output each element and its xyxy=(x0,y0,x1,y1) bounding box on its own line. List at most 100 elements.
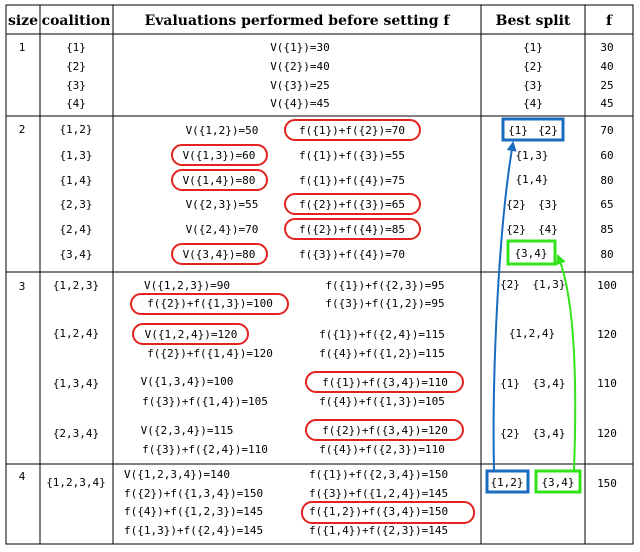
f-value: 25 xyxy=(600,79,613,92)
evaluation-text: f({4})+f({1,2})=115 xyxy=(319,347,445,360)
f-value: 80 xyxy=(600,174,613,187)
best-split-text: {4} xyxy=(523,97,543,110)
f-value: 100 xyxy=(597,279,617,292)
evaluation-text: V({2,3,4})=115 xyxy=(141,424,234,437)
f-value: 30 xyxy=(600,41,613,54)
evaluation-text: f({3})+f({4})=70 xyxy=(299,248,405,261)
f-value: 150 xyxy=(597,477,617,490)
best-split-text: {1,3} xyxy=(532,278,565,291)
chosen-evaluation-highlight xyxy=(284,119,421,141)
evaluation-text: V({3,4})=80 xyxy=(183,248,256,261)
best-split-text: {3,4} xyxy=(532,377,565,390)
evaluation-text: V({1,2,3})=90 xyxy=(144,279,230,292)
table-border xyxy=(5,4,634,545)
evaluation-text: f({2})+f({4})=85 xyxy=(299,223,405,236)
evaluation-text: V({1,4})=80 xyxy=(183,174,256,187)
evaluation-text: V({2})=40 xyxy=(270,60,330,73)
best-split-text: {2} xyxy=(500,278,520,291)
chosen-evaluation-highlight xyxy=(171,169,268,191)
evaluation-text: f({4})+f({1,2,3})=145 xyxy=(124,505,263,518)
best-split-text: {3,4} xyxy=(532,427,565,440)
size-label: 3 xyxy=(19,280,26,293)
evaluation-text: f({2})+f({1,4})=120 xyxy=(147,347,273,360)
coalition-cell: {3} xyxy=(66,79,86,92)
f-value: 70 xyxy=(600,124,613,137)
best-split-text: {2} xyxy=(500,427,520,440)
best-split-text: {1} xyxy=(508,124,528,137)
coalition-cell: {3,4} xyxy=(59,248,92,261)
chosen-evaluation-highlight xyxy=(171,243,268,265)
evaluation-text: V({1,2})=50 xyxy=(186,124,259,137)
chosen-evaluation-highlight xyxy=(305,419,464,441)
f-value: 60 xyxy=(600,149,613,162)
evaluation-text: V({4})=45 xyxy=(270,97,330,110)
evaluation-text: f({1})+f({3,4})=110 xyxy=(322,376,448,389)
best-split-text: {1,2} xyxy=(490,476,523,489)
blue-arrow xyxy=(492,141,517,471)
evaluation-text: f({1})+f({2})=70 xyxy=(299,124,405,137)
header-evaluations: Evaluations performed before setting f xyxy=(145,13,451,29)
f-value: 85 xyxy=(600,223,613,236)
f-value: 120 xyxy=(597,427,617,440)
evaluation-text: V({1})=30 xyxy=(270,41,330,54)
evaluation-text: V({1,3})=60 xyxy=(183,149,256,162)
header-coalition: coalition xyxy=(42,13,111,29)
coalition-cell: {1,3} xyxy=(59,149,92,162)
header-size: size xyxy=(8,13,38,29)
evaluation-text: f({2})+f({3,4})=120 xyxy=(322,424,448,437)
coalition-cell: {2,3,4} xyxy=(53,427,99,440)
best-split-text: {3,4} xyxy=(541,476,574,489)
coalition-cell: {2,4} xyxy=(59,223,92,236)
evaluation-text: f({2})+f({1,3,4})=150 xyxy=(124,487,263,500)
chosen-evaluation-highlight xyxy=(284,218,421,240)
evaluation-text: f({1})+f({2,3,4})=150 xyxy=(309,468,448,481)
best-split-text: {4} xyxy=(538,223,558,236)
f-value: 45 xyxy=(600,97,613,110)
evaluation-text: f({4})+f({2,3})=110 xyxy=(319,443,445,456)
coalition-cell: {1,2,4} xyxy=(53,327,99,340)
evaluation-text: f({1,3})+f({2,4})=145 xyxy=(124,524,263,537)
evaluation-text: f({1})+f({2,4})=115 xyxy=(319,328,445,341)
chosen-evaluation-highlight xyxy=(171,144,268,166)
best-split-text: {2} xyxy=(538,124,558,137)
f-value: 110 xyxy=(597,377,617,390)
f-value: 80 xyxy=(600,248,613,261)
evaluation-text: f({2})+f({1,3})=100 xyxy=(147,297,273,310)
header-best-split: Best split xyxy=(496,13,571,29)
best-split-text: {1,4} xyxy=(515,173,548,186)
chosen-evaluation-highlight xyxy=(284,193,421,215)
evaluation-text: V({1,2,4})=120 xyxy=(145,328,238,341)
best-split-text: {3} xyxy=(523,79,543,92)
evaluation-text: f({3})+f({1,2,4})=145 xyxy=(309,487,448,500)
chosen-evaluation-highlight xyxy=(130,293,289,315)
evaluation-text: f({4})+f({1,3})=105 xyxy=(319,395,445,408)
chosen-evaluation-highlight xyxy=(132,323,249,345)
coalition-cell: {1} xyxy=(66,41,86,54)
header-f: f xyxy=(606,13,613,29)
f-value: 40 xyxy=(600,60,613,73)
evaluation-text: V({3})=25 xyxy=(270,79,330,92)
best-split-text: {1} xyxy=(500,377,520,390)
coalition-cell: {1,2,3,4} xyxy=(46,476,106,489)
evaluation-text: V({1,3,4})=100 xyxy=(141,375,234,388)
best-split-text: {3} xyxy=(538,198,558,211)
evaluation-text: V({2,3})=55 xyxy=(186,198,259,211)
coalition-cell: {2} xyxy=(66,60,86,73)
best-split-box-green xyxy=(506,239,557,266)
evaluation-text: f({3})+f({1,2})=95 xyxy=(325,297,444,310)
best-split-box-blue xyxy=(501,117,565,142)
coalition-cell: {1,4} xyxy=(59,174,92,187)
best-split-text: {1} xyxy=(523,41,543,54)
evaluation-text: f({3})+f({2,4})=110 xyxy=(142,443,268,456)
f-value: 65 xyxy=(600,198,613,211)
best-split-box-green xyxy=(534,469,582,494)
chosen-evaluation-highlight xyxy=(305,371,464,393)
best-split-text: {2} xyxy=(506,198,526,211)
coalition-cell: {2,3} xyxy=(59,198,92,211)
evaluation-text: V({1,2,3,4})=140 xyxy=(124,468,230,481)
evaluation-text: V({2,4})=70 xyxy=(186,223,259,236)
chosen-evaluation-highlight xyxy=(301,501,475,524)
coalition-cell: {1,3,4} xyxy=(53,377,99,390)
evaluation-text: f({1,2})+f({3,4})=150 xyxy=(309,505,448,518)
